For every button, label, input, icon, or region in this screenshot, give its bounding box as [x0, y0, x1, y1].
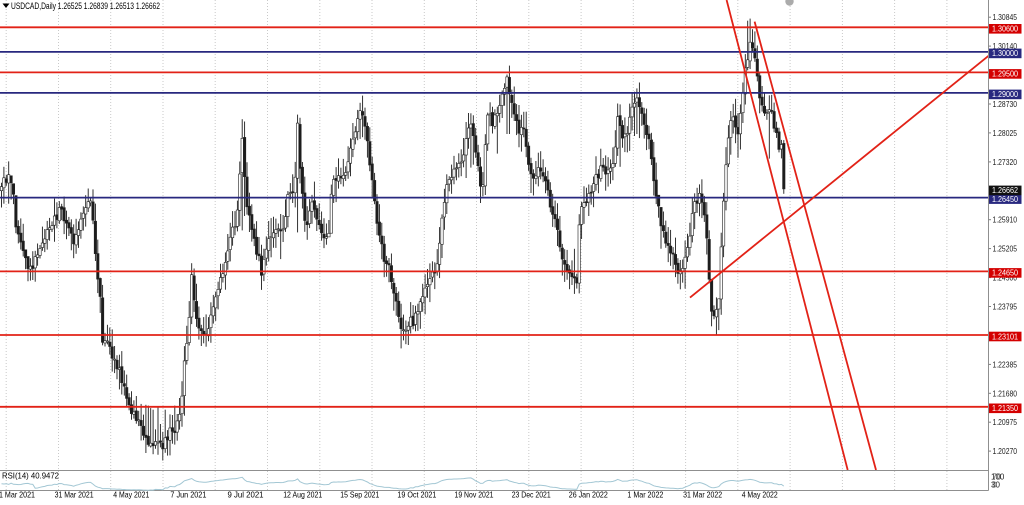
- svg-text:31 Mar 2021: 31 Mar 2021: [55, 490, 94, 500]
- svg-text:26 Jan 2022: 26 Jan 2022: [569, 490, 608, 500]
- svg-text:9 Jul 2021: 9 Jul 2021: [228, 490, 264, 500]
- svg-text:1.23101: 1.23101: [992, 331, 1018, 341]
- svg-text:0: 0: [992, 480, 997, 489]
- svg-text:19 Oct 2021: 19 Oct 2021: [397, 490, 436, 500]
- svg-text:1.30000: 1.30000: [992, 48, 1018, 58]
- svg-text:1 Mar 2021: 1 Mar 2021: [0, 490, 35, 500]
- svg-text:1.26450: 1.26450: [992, 194, 1018, 204]
- svg-text:1 Mar 2022: 1 Mar 2022: [627, 490, 663, 500]
- svg-text:1.20975: 1.20975: [993, 417, 1018, 427]
- svg-text:1.30600: 1.30600: [992, 24, 1018, 34]
- svg-text:1.28025: 1.28025: [993, 128, 1018, 138]
- svg-text:15 Sep 2021: 15 Sep 2021: [340, 490, 379, 500]
- svg-text:1.27320: 1.27320: [993, 157, 1018, 167]
- svg-text:19 Nov 2021: 19 Nov 2021: [455, 490, 494, 500]
- svg-text:1.25910: 1.25910: [993, 215, 1018, 225]
- svg-text:1.29000: 1.29000: [992, 89, 1018, 99]
- svg-text:1.21350: 1.21350: [992, 403, 1018, 413]
- svg-text:RSI(14) 40.9472: RSI(14) 40.9472: [2, 471, 59, 481]
- svg-text:7 Jun 2021: 7 Jun 2021: [170, 490, 206, 500]
- svg-text:31 Mar 2022: 31 Mar 2022: [683, 490, 722, 500]
- svg-text:4 May 2022: 4 May 2022: [742, 490, 778, 500]
- svg-text:1.21680: 1.21680: [993, 388, 1018, 398]
- svg-text:1.30845: 1.30845: [993, 12, 1018, 22]
- svg-text:USDCAD,Daily 1.26525 1.26839: USDCAD,Daily 1.26525 1.26839 1.26513 1.2…: [11, 1, 160, 11]
- svg-text:1.24650: 1.24650: [992, 268, 1018, 278]
- svg-text:4 May 2021: 4 May 2021: [113, 490, 149, 500]
- svg-text:1.25205: 1.25205: [993, 244, 1018, 254]
- svg-text:23 Dec 2021: 23 Dec 2021: [512, 490, 551, 500]
- svg-text:1.22385: 1.22385: [993, 359, 1018, 369]
- svg-text:12 Aug 2021: 12 Aug 2021: [283, 490, 322, 500]
- svg-text:1.26662: 1.26662: [992, 185, 1018, 195]
- svg-text:1.29500: 1.29500: [992, 69, 1018, 79]
- svg-text:1.20270: 1.20270: [993, 446, 1018, 456]
- svg-text:1.28730: 1.28730: [993, 99, 1018, 109]
- svg-text:1.23795: 1.23795: [993, 302, 1018, 312]
